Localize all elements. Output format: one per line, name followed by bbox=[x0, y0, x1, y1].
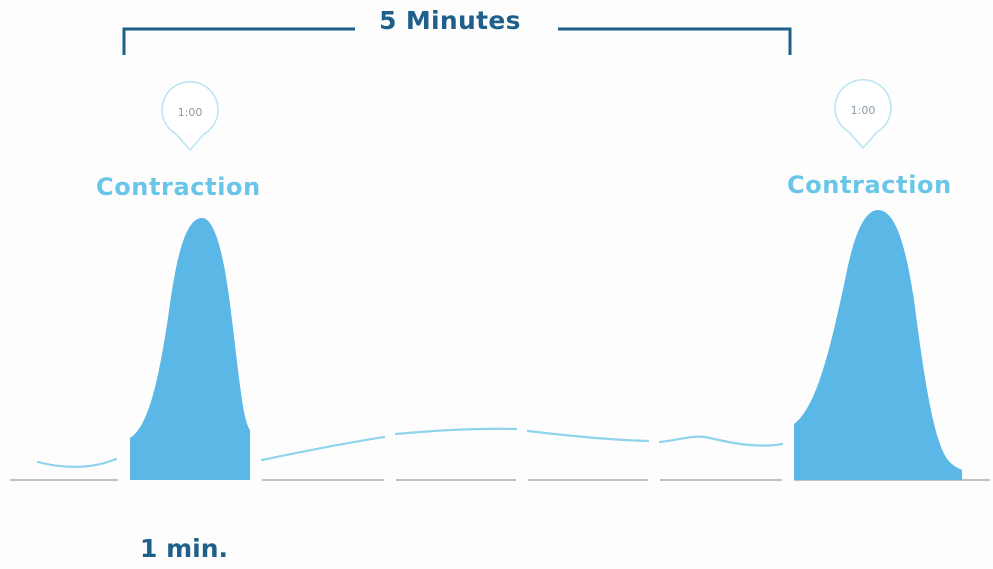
contraction-label: Contraction bbox=[96, 173, 261, 201]
interval-label: 5 Minutes bbox=[379, 6, 521, 35]
duration-pin-icon bbox=[161, 81, 219, 152]
contraction-peak bbox=[794, 210, 962, 480]
contraction-duration-label: 1 min. bbox=[140, 534, 229, 563]
interval-bracket-left bbox=[122, 27, 355, 55]
resting-activity-wave bbox=[36, 427, 784, 468]
duration-marker-text: 1:00 bbox=[850, 104, 876, 117]
duration-marker-text: 1:00 bbox=[177, 106, 203, 119]
duration-pin-icon bbox=[834, 79, 892, 150]
interval-bracket-right bbox=[558, 27, 792, 55]
contraction-label: Contraction bbox=[787, 171, 952, 199]
contraction-peak bbox=[130, 218, 250, 480]
